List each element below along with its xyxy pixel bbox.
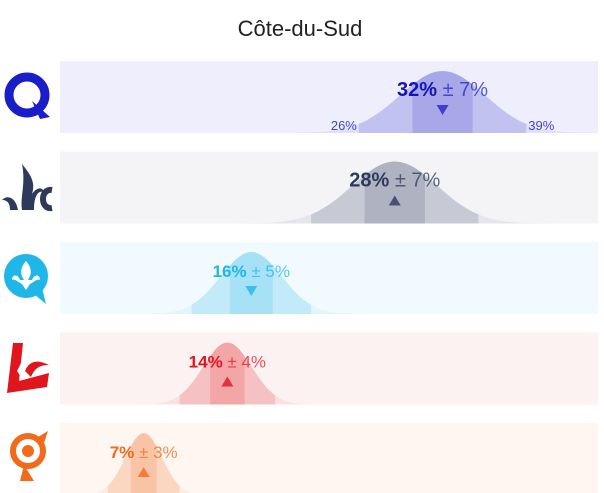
interval-50-band	[210, 342, 245, 405]
interval-high-label: 39%	[528, 118, 554, 133]
interval-50-band	[130, 433, 157, 493]
caq-q-logo-icon	[4, 72, 50, 119]
margin-of-error: ± 7%	[437, 79, 488, 101]
distribution-curve	[60, 71, 598, 133]
row-qs: 7% ± 3%	[60, 423, 598, 493]
row-background	[60, 242, 598, 314]
row-caq: 32% ± 7% 26% 39%	[60, 61, 598, 133]
interval-50-band	[364, 161, 425, 224]
row-pq: 16% ± 5%	[60, 242, 598, 314]
margin-of-error: ± 4%	[223, 353, 266, 372]
trend-up-arrow-icon	[221, 376, 234, 387]
party-rows: 32% ± 7% 26% 39% 28% ± 7% 16% ± 5% 14% ± 4% 7%…	[60, 61, 598, 493]
distribution-curve	[60, 342, 598, 405]
margin-of-error: ± 3%	[134, 443, 177, 462]
pcq-fleur-de-lis-icon	[2, 164, 53, 211]
plq-l-logo-icon	[7, 343, 49, 393]
row-background	[60, 423, 598, 493]
row-background	[60, 151, 598, 224]
interval-50-band	[412, 71, 473, 133]
value-label: 16% ± 5%	[213, 262, 290, 281]
value-label: 32% ± 7%	[397, 79, 488, 101]
value-label: 14% ± 4%	[189, 353, 266, 372]
value-percent: 28%	[349, 170, 389, 192]
qs-logo-icon	[10, 431, 48, 481]
row-background	[60, 61, 598, 133]
value-percent: 32%	[397, 79, 437, 101]
distribution-curve	[60, 161, 598, 224]
value-label: 7% ± 3%	[110, 443, 178, 462]
pq-fleur-de-lis-bubble-icon	[4, 254, 48, 304]
trend-down-arrow-icon	[245, 286, 258, 296]
margin-of-error: ± 7%	[389, 170, 440, 192]
value-label: 28% ± 7%	[349, 170, 440, 192]
trend-up-arrow-icon	[137, 467, 150, 477]
row-plq: 14% ± 4%	[60, 332, 598, 405]
value-percent: 14%	[189, 353, 223, 372]
interval-50-band	[229, 252, 273, 314]
distribution-curve	[95, 433, 192, 493]
party-logos	[2, 72, 53, 481]
trend-down-arrow-icon	[436, 105, 449, 115]
row-pcq: 28% ± 7%	[60, 151, 598, 224]
trend-up-arrow-icon	[388, 195, 401, 206]
margin-of-error: ± 5%	[247, 262, 290, 281]
value-percent: 16%	[213, 262, 247, 281]
interval-low-label: 26%	[331, 118, 357, 133]
row-background	[60, 332, 598, 405]
chart-title: Côte-du-Sud	[237, 16, 363, 41]
value-percent: 7%	[110, 443, 135, 462]
